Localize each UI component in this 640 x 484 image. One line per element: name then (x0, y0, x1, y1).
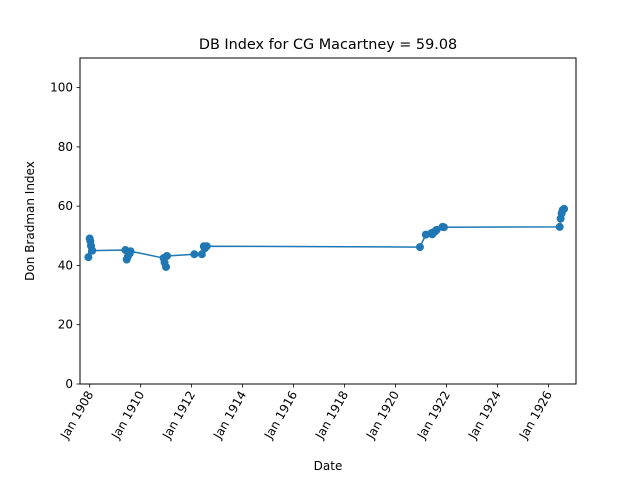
data-point-13 (162, 262, 171, 271)
y-tick-label: 40 (58, 258, 73, 272)
data-point-5 (88, 246, 97, 255)
y-tick-label: 80 (58, 140, 73, 154)
data-point-33 (560, 204, 569, 213)
data-point-15 (190, 250, 199, 259)
y-tick-label: 20 (58, 318, 73, 332)
data-point-10 (126, 247, 135, 256)
data-point-20 (415, 243, 424, 252)
data-point-16 (197, 250, 206, 259)
chart-title: DB Index for CG Macartney = 59.08 (199, 37, 457, 53)
data-point-29 (555, 222, 564, 231)
axes-frame (79, 57, 577, 385)
x-axis-label: Date (314, 459, 343, 473)
data-point-14 (162, 251, 171, 260)
y-tick-label: 60 (58, 199, 73, 213)
data-point-19 (202, 242, 211, 251)
plot-area (84, 204, 569, 271)
data-point-1 (84, 253, 93, 262)
y-tick-label: 0 (65, 377, 73, 391)
y-axis-label: Don Bradman Index (23, 161, 37, 281)
y-tick-label: 100 (50, 81, 73, 95)
data-point-28 (439, 223, 448, 232)
